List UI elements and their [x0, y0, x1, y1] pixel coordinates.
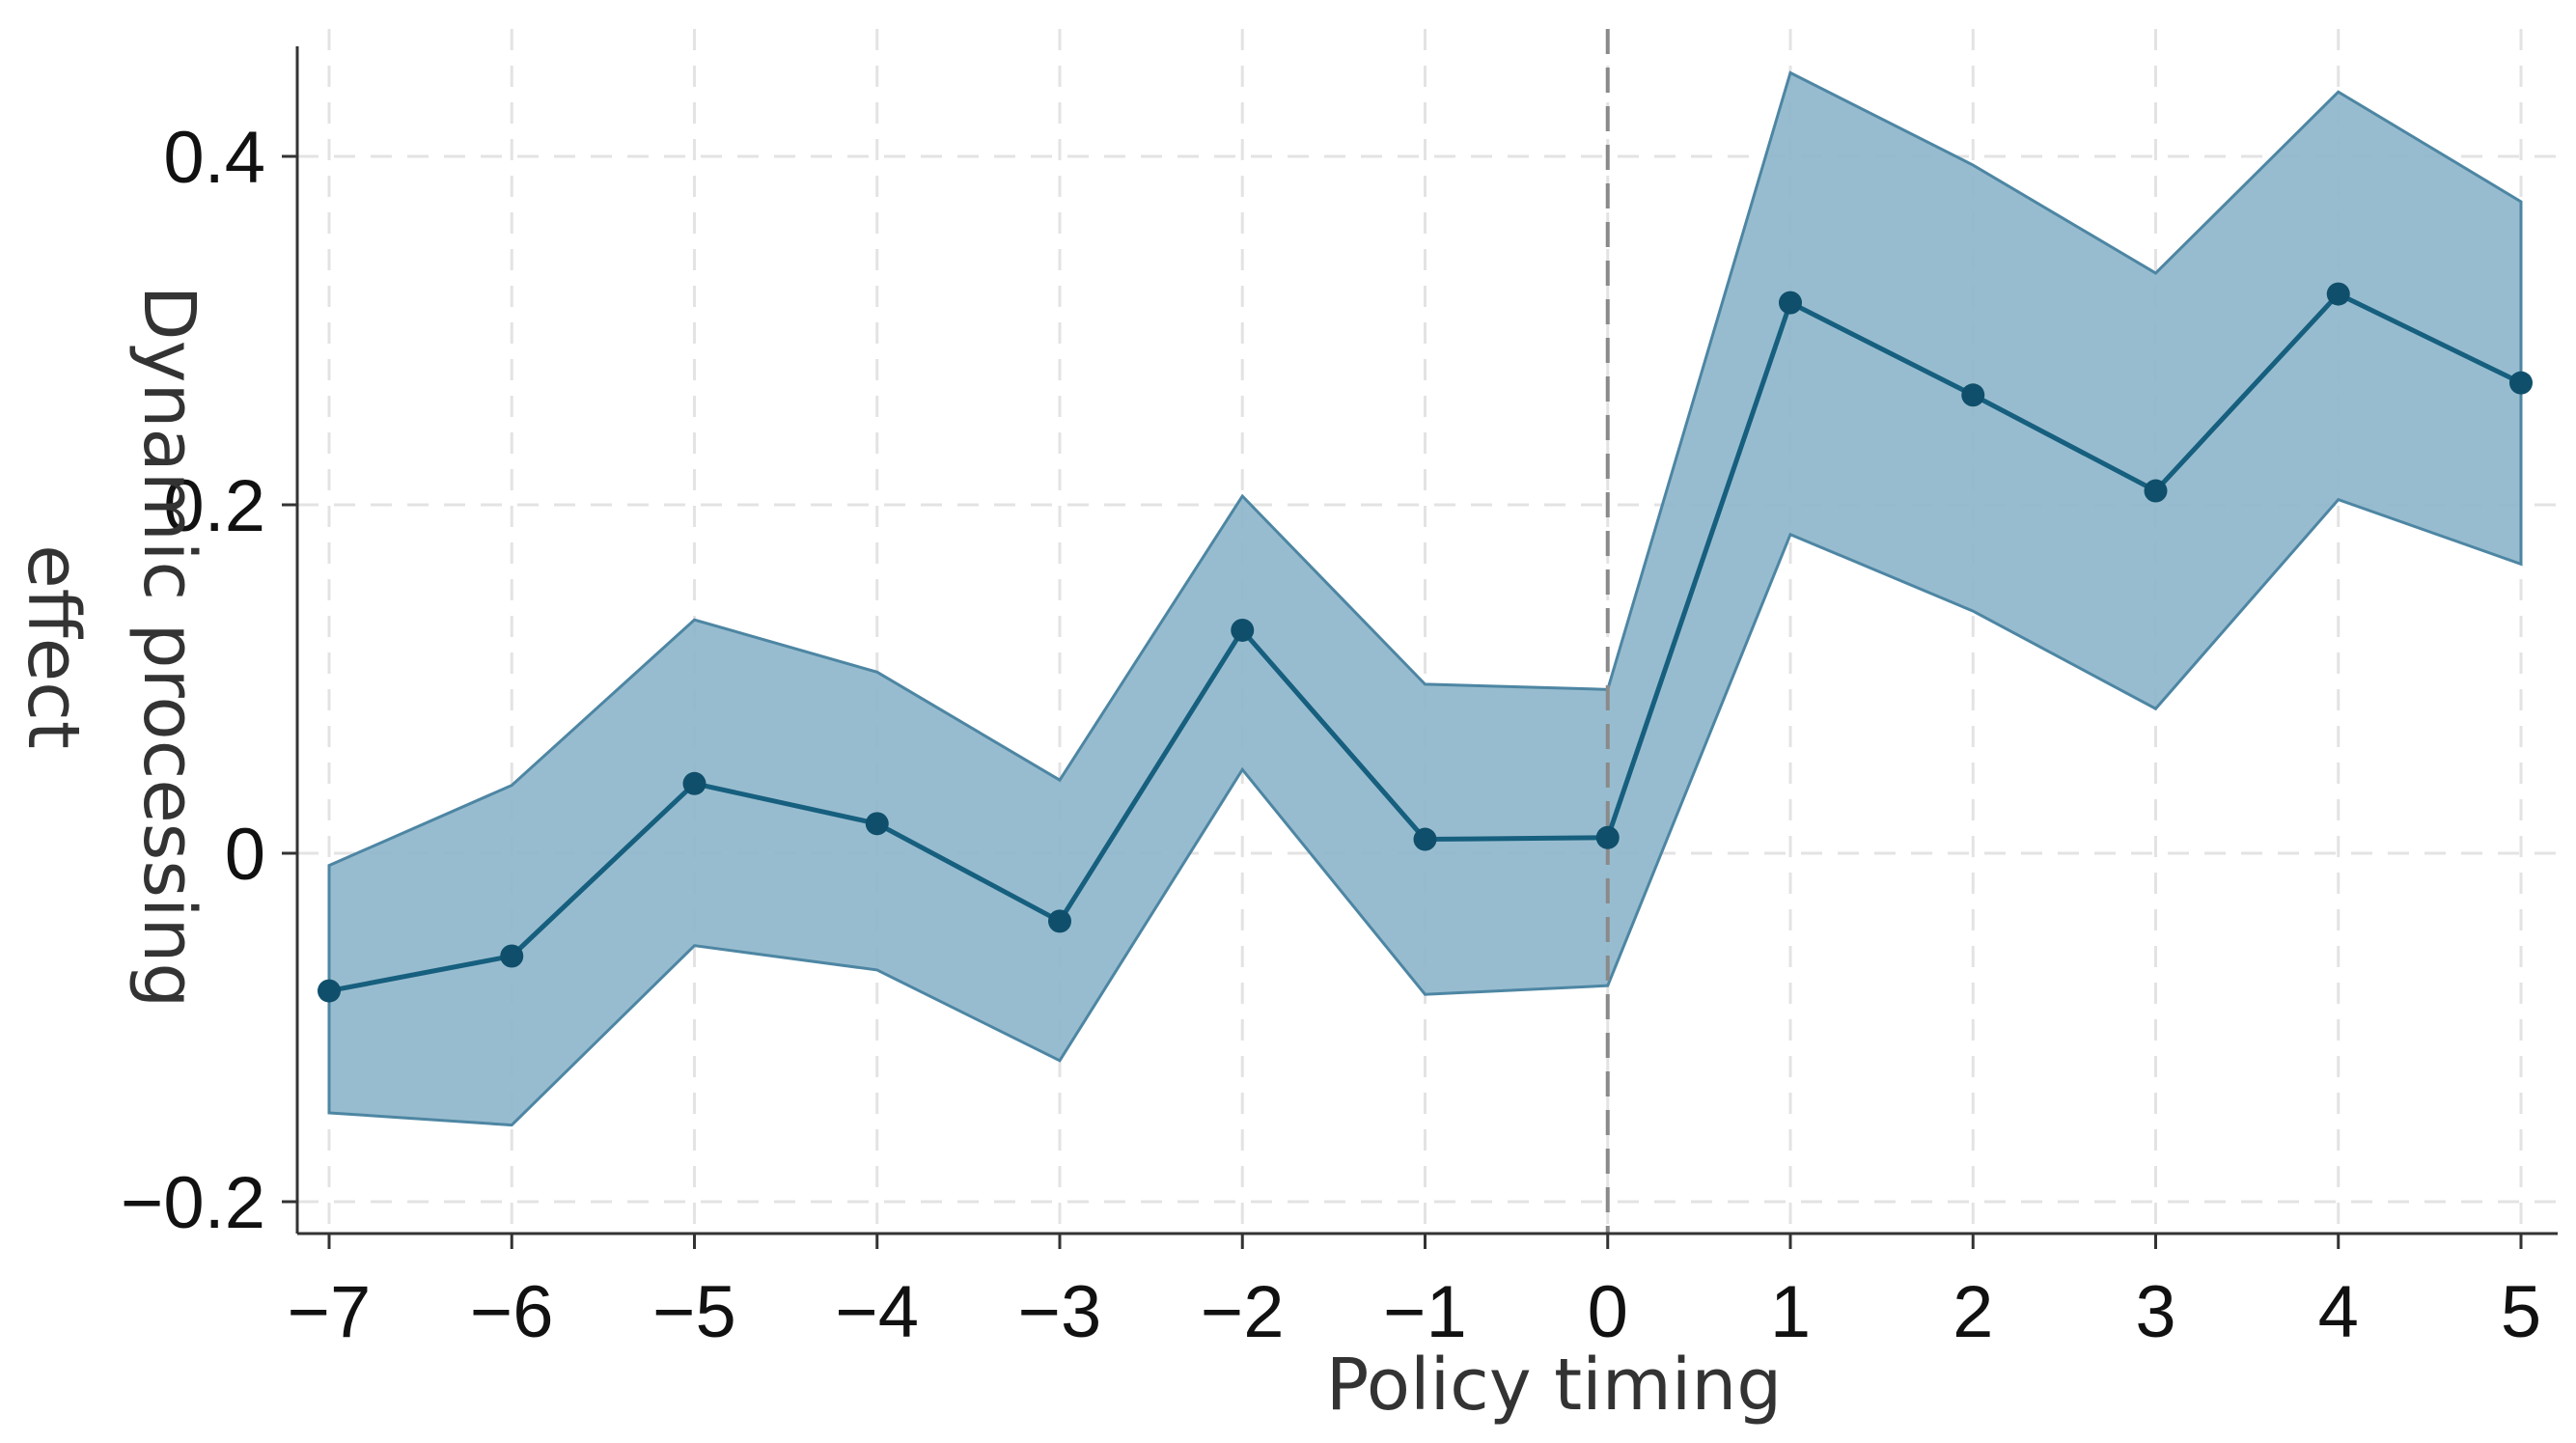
x-axis-title: Policy timing [1326, 1344, 1782, 1427]
y-axis-title: Dynamic processing effect [12, 286, 210, 1009]
y-tick-label: 0.2 [163, 465, 265, 547]
y-tick-label: 0 [225, 814, 265, 896]
data-point [1413, 827, 1437, 851]
axes [282, 46, 2558, 1249]
data-point [1779, 291, 1802, 315]
x-tick-label: −1 [1383, 1271, 1467, 1353]
x-tick-label: −5 [652, 1271, 736, 1353]
confidence-band [327, 70, 2523, 1127]
x-tick-label: 0 [1588, 1271, 1628, 1353]
confidence-band-layer [327, 70, 2523, 1127]
data-point [1961, 383, 1985, 407]
x-tick-label: 2 [1953, 1271, 1993, 1353]
y-axis-title-line-1: Dynamic processing [127, 286, 210, 1009]
data-point [1231, 618, 1255, 642]
x-tick-label: −6 [470, 1271, 554, 1353]
data-point [682, 771, 706, 795]
data-point [1048, 909, 1071, 933]
x-tick-label: 5 [2501, 1271, 2541, 1353]
x-tick-label: −2 [1201, 1271, 1285, 1353]
y-axis-title-line-2: effect [12, 544, 95, 749]
data-point [2326, 282, 2350, 306]
x-tick-label: −4 [835, 1271, 919, 1353]
x-tick-label: 3 [2135, 1271, 2175, 1353]
data-point [2509, 371, 2533, 395]
x-tick-label: −7 [288, 1271, 372, 1353]
y-tick-label: −0.2 [121, 1162, 265, 1244]
x-tick-label: 1 [1770, 1271, 1811, 1353]
x-tick-label: 4 [2318, 1271, 2359, 1353]
data-point [2144, 479, 2168, 503]
tick-labels: −7 −6 −5 −4 −3 −2 −1 0 1 2 3 4 5 −0.2 0 0.2 0.4 [121, 117, 2541, 1353]
y-tick-label: 0.4 [163, 117, 265, 199]
data-point [500, 944, 524, 968]
data-point [865, 812, 889, 836]
series-layer [318, 282, 2533, 1003]
x-tick-label: −3 [1018, 1271, 1102, 1353]
data-point [318, 979, 341, 1003]
data-point [1595, 825, 1620, 849]
